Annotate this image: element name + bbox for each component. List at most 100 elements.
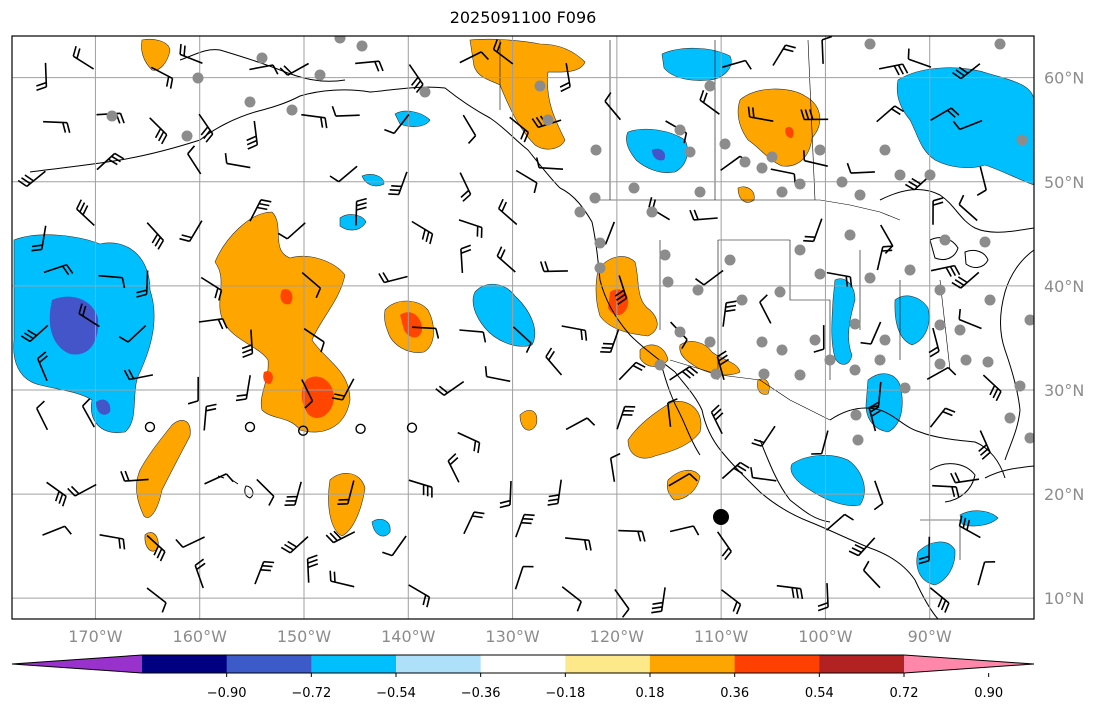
wind-barb — [203, 403, 217, 431]
station-dot — [854, 189, 866, 201]
anomaly-region — [831, 278, 856, 365]
wind-barb — [244, 421, 256, 433]
anomaly-region — [136, 420, 191, 518]
station-dot — [852, 434, 864, 446]
wind-barb — [951, 271, 980, 289]
map-frame — [11, 35, 1035, 620]
wind-barb — [96, 152, 125, 171]
station-dot — [662, 276, 674, 288]
wind-barb — [187, 376, 199, 405]
station-dot — [794, 369, 806, 381]
wind-barb — [710, 404, 724, 435]
wind-barb — [194, 558, 206, 589]
station-dot — [244, 96, 256, 108]
coastline — [759, 439, 831, 523]
anomaly-region — [400, 312, 422, 338]
station-dot — [939, 234, 951, 246]
wind-barb — [958, 194, 978, 222]
station-dot — [694, 186, 706, 198]
border-line — [600, 199, 901, 221]
wind-barb — [547, 479, 562, 506]
wind-barb — [722, 300, 737, 327]
station-dot — [628, 182, 640, 194]
wind-barb — [301, 379, 314, 409]
station-dot — [574, 206, 586, 218]
wind-barb — [459, 172, 472, 202]
wind-barb — [848, 537, 876, 557]
wind-barb — [515, 513, 535, 538]
station-dot — [674, 326, 686, 338]
coastline — [879, 189, 1034, 233]
coastline — [984, 465, 1034, 479]
wind-barb — [460, 244, 472, 273]
wind-barb — [826, 271, 853, 288]
wind-barb — [146, 534, 166, 562]
station-dot — [704, 336, 716, 348]
wind-barb — [355, 423, 366, 435]
wind-barb — [123, 369, 154, 381]
wind-barb — [254, 560, 275, 585]
lon-label: 150°W — [277, 627, 332, 646]
wind-barb — [811, 430, 829, 455]
station-dot — [1014, 380, 1026, 392]
coastline — [929, 463, 976, 503]
figure-title: 2025091100 F096 — [449, 8, 597, 27]
wind-barb — [284, 481, 302, 506]
station-dot — [824, 354, 836, 366]
wind-barb — [337, 480, 355, 505]
wind-barb — [235, 375, 251, 402]
wind-barb — [355, 60, 384, 72]
lon-label: 160°W — [173, 627, 228, 646]
wind-barb — [561, 586, 582, 612]
wind-barb — [355, 197, 367, 226]
longitude-labels: 170°W 160°W 150°W 140°W 130°W 120°W 110°… — [68, 627, 952, 646]
wind-barb — [821, 36, 833, 64]
wind-barb — [31, 225, 47, 252]
wind-barb — [67, 483, 97, 497]
station-dot — [334, 36, 346, 44]
wind-barb — [198, 113, 214, 143]
wind-barb — [509, 116, 530, 143]
wind-barb — [515, 169, 538, 194]
station-dot — [692, 284, 704, 296]
colorbar-tick-label: 0.36 — [720, 686, 749, 701]
coastline — [1000, 249, 1034, 461]
wind-barb — [384, 114, 410, 135]
wind-barb — [497, 198, 518, 226]
anomaly-region — [361, 174, 385, 187]
station-dot — [794, 244, 806, 256]
wind-barb — [72, 45, 95, 70]
station-dot — [982, 356, 994, 368]
colorbar-tick-label: −0.18 — [545, 686, 585, 701]
colorbar-tick-label: 0.72 — [890, 686, 919, 701]
wind-barb — [929, 407, 956, 428]
wind-barb — [721, 461, 750, 480]
colorbar-tick-label: −0.72 — [291, 686, 331, 701]
station-dot — [766, 151, 778, 163]
colorbar-segment — [480, 655, 566, 673]
wind-barb — [722, 59, 752, 70]
station-dot — [590, 144, 602, 156]
station-dot — [814, 144, 826, 156]
station-dot — [106, 110, 118, 122]
anomaly-region — [49, 296, 99, 355]
wind-barb — [545, 347, 563, 376]
station-dot — [994, 38, 1006, 50]
wind-barb — [198, 318, 228, 330]
wind-barb — [695, 269, 724, 286]
station-dot — [1024, 432, 1034, 444]
station-dot — [594, 237, 606, 249]
wind-barb — [614, 275, 628, 305]
wind-barb — [514, 565, 534, 590]
wind-barb — [200, 276, 223, 301]
wind-barb — [329, 570, 355, 588]
wind-barb — [716, 350, 730, 381]
wind-barb — [751, 425, 776, 447]
lat-label: 20°N — [1044, 485, 1084, 504]
colorbar-segment — [650, 655, 736, 673]
station-dot — [836, 176, 848, 188]
station-dot — [314, 69, 326, 81]
station-dot — [256, 52, 268, 64]
wind-barb — [378, 272, 408, 284]
wind-barb — [535, 157, 564, 170]
